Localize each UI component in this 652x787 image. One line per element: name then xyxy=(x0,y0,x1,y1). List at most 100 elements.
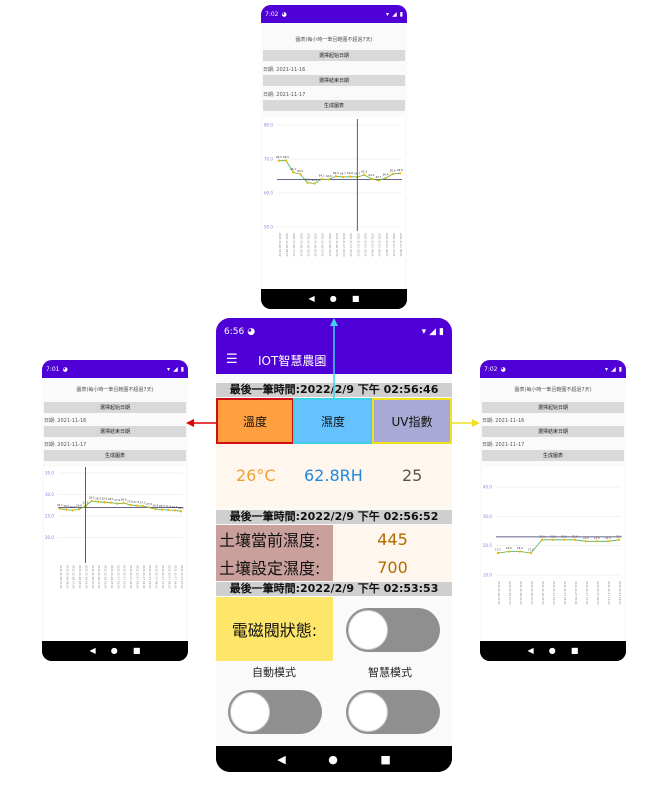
tab-humidity[interactable]: 濕度 xyxy=(293,398,373,444)
valve-status-label: 電磁閥狀態: xyxy=(216,597,333,661)
data-point xyxy=(116,502,119,505)
arrow-head-right xyxy=(472,419,480,427)
data-point xyxy=(179,510,183,513)
end-date-button[interactable]: 選擇結束日期 xyxy=(482,426,624,437)
x-tick-label: 2021-11-17 02:00 xyxy=(129,565,133,589)
x-tick-label: 2021-11-16 17:00 xyxy=(72,565,76,589)
status-bar: 7:02 ◕ ▾ ◢ ▮ xyxy=(480,360,626,378)
home-icon[interactable]: ● xyxy=(328,752,338,766)
home-icon[interactable]: ● xyxy=(548,646,556,655)
start-date-label: 日期: 2021-11-16 xyxy=(44,418,87,424)
wifi-icon: ▾ xyxy=(167,365,171,373)
smart-mode-toggle[interactable] xyxy=(346,690,440,734)
recents-icon[interactable]: ■ xyxy=(351,294,360,303)
uv-chart-svg: 40.0 30.0 20.0 10.0 17.5 18.0 18.0 17.5 22.0 22.0… xyxy=(483,485,622,605)
data-label: 64.8 xyxy=(347,171,353,175)
back-icon[interactable]: ◀ xyxy=(277,752,286,766)
data-point xyxy=(147,506,151,509)
humidity-value: 62.8RH xyxy=(304,466,363,485)
data-point xyxy=(313,182,316,185)
generate-chart-button[interactable]: 生成圖表 xyxy=(44,450,186,461)
x-tick-label: 2021-11-16 20:00 xyxy=(91,565,95,589)
menu-icon[interactable]: ☰ xyxy=(226,352,238,367)
nav-bar: ◀ ● ■ xyxy=(261,289,407,309)
data-label: 22.0 xyxy=(539,534,545,538)
data-label: 21.5 xyxy=(594,536,600,540)
data-point xyxy=(284,159,288,162)
data-label: 64.9 xyxy=(333,171,339,175)
left-phone-screenshot: 7:01 ◕ ▾ ◢ ▮ 圖表(每小時一筆且範圍不超過7天) 選擇起始日期 日期: 2… xyxy=(42,360,188,661)
data-label: 28.0 xyxy=(121,498,127,502)
data-label: 21.5 xyxy=(583,536,589,540)
chart-subtitle: 圖表(每小時一筆且範圍不超過7天) xyxy=(295,37,373,43)
x-tick-label: 2021-11-17 04:00 xyxy=(142,565,146,589)
data-point xyxy=(109,501,113,504)
data-label: 65.3 xyxy=(361,169,367,173)
home-icon[interactable]: ● xyxy=(329,294,337,303)
data-label: 26.3 xyxy=(172,505,178,509)
start-date-label: 日期: 2021-11-16 xyxy=(263,67,306,73)
data-label: 63.7 xyxy=(376,175,382,179)
start-date-button[interactable]: 選擇起始日期 xyxy=(44,402,186,413)
generate-chart-button[interactable]: 生成圖表 xyxy=(482,450,624,461)
status-time: 6:56 xyxy=(224,327,245,337)
recents-icon[interactable]: ■ xyxy=(132,646,141,655)
data-label: 28.3 xyxy=(95,496,101,500)
y-tick-label: 50.0 xyxy=(264,225,273,230)
data-point xyxy=(370,177,373,180)
x-tick-label: 2021-11-16 15:00 xyxy=(59,565,63,589)
wifi-icon: ▾ xyxy=(421,327,427,337)
data-point xyxy=(277,159,281,162)
start-date-button[interactable]: 選擇起始日期 xyxy=(482,402,624,413)
data-label: 65.8 xyxy=(397,168,403,172)
data-point xyxy=(160,508,164,511)
data-label: 64.1 xyxy=(319,174,325,178)
x-tick-label: 2021-11-17 01:00 xyxy=(123,565,127,589)
x-tick-label: 2021-11-17 03:00 xyxy=(363,233,367,257)
back-icon[interactable]: ◀ xyxy=(308,294,315,303)
x-tick-label: 2021-11-17 00:00 xyxy=(116,565,120,589)
x-tick-label: 2021-11-16 21:00 xyxy=(97,565,101,589)
nav-bar: ◀ ● ■ xyxy=(480,641,626,661)
data-point xyxy=(384,176,387,180)
x-tick-label: 2021-11-17 13:00 xyxy=(618,581,622,605)
humidity-chart-svg: 80.0 70.0 60.0 50.0 69.5 69.5 66.165.563.0 62.8… xyxy=(264,119,403,257)
data-point xyxy=(97,500,100,504)
x-tick-label: 2021-11-16 19:00 xyxy=(84,565,88,589)
generate-chart-button[interactable]: 生成圖表 xyxy=(263,100,405,111)
x-tick-label: 2021-11-16 21:00 xyxy=(530,581,534,605)
status-time: 7:02 xyxy=(484,365,498,373)
back-icon[interactable]: ◀ xyxy=(527,646,534,655)
x-tick-label: 2021-11-16 23:00 xyxy=(541,581,545,605)
data-point xyxy=(529,551,533,555)
start-date-button[interactable]: 選擇起始日期 xyxy=(263,50,405,61)
end-date-button[interactable]: 選擇結束日期 xyxy=(263,75,405,86)
tab-uv-index[interactable]: UV指數 xyxy=(372,398,452,444)
signal-icon: ◢ xyxy=(429,327,437,337)
data-point xyxy=(334,175,338,178)
x-tick-label: 2021-11-16 20:00 xyxy=(314,233,318,257)
auto-mode-toggle[interactable] xyxy=(228,690,322,734)
recents-icon[interactable]: ■ xyxy=(380,752,391,766)
x-tick-label: 2021-11-17 07:00 xyxy=(161,565,165,589)
x-tick-label: 2021-11-17 07:00 xyxy=(392,233,396,257)
x-tick-label: 2021-11-17 09:00 xyxy=(596,581,600,605)
data-point xyxy=(617,538,621,541)
main-phone-screenshot: 6:56 ◕ ▾ ◢ ▮ ☰ IOT智慧農園 最後一筆時間:2022/2/9 下午 0… xyxy=(216,318,452,772)
y-tick-label: 20.0 xyxy=(483,543,492,548)
x-tick-label: 2021-11-16 15:00 xyxy=(278,233,282,257)
data-label: 26.5 xyxy=(63,504,69,508)
tab-temperature[interactable]: 溫度 xyxy=(216,398,294,444)
x-tick-label: 2021-11-16 19:00 xyxy=(519,581,523,605)
y-tick-label: 25.0 xyxy=(45,514,54,519)
recents-icon[interactable]: ■ xyxy=(570,646,579,655)
data-label: 66.1 xyxy=(290,167,296,171)
back-icon[interactable]: ◀ xyxy=(89,646,96,655)
data-label: 26.3 xyxy=(70,505,76,509)
data-label: 26.1 xyxy=(178,506,184,510)
end-date-button[interactable]: 選擇結束日期 xyxy=(44,426,186,437)
end-date-label: 日期: 2021-11-17 xyxy=(263,92,306,98)
valve-toggle[interactable] xyxy=(346,608,440,652)
home-icon[interactable]: ● xyxy=(110,646,118,655)
x-tick-label: 2021-11-16 23:00 xyxy=(110,565,114,589)
